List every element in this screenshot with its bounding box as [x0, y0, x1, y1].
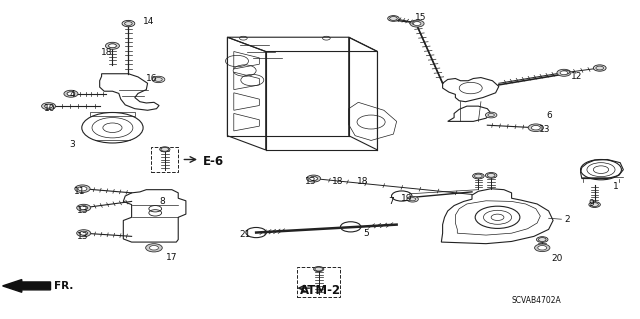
Circle shape — [160, 147, 170, 152]
Text: 2: 2 — [564, 215, 570, 224]
Text: 4: 4 — [70, 90, 76, 99]
Text: 7: 7 — [388, 197, 394, 206]
Circle shape — [43, 103, 54, 109]
Circle shape — [106, 42, 120, 49]
Text: 3: 3 — [70, 140, 76, 149]
Circle shape — [78, 205, 90, 211]
Circle shape — [78, 187, 87, 191]
Text: 13: 13 — [539, 124, 550, 134]
Circle shape — [80, 231, 88, 235]
Text: 11: 11 — [74, 187, 86, 197]
Circle shape — [589, 202, 600, 207]
Text: 17: 17 — [166, 253, 177, 262]
Circle shape — [64, 90, 78, 97]
Text: 18: 18 — [357, 177, 369, 186]
Circle shape — [152, 76, 165, 83]
Text: 19: 19 — [401, 194, 412, 203]
Circle shape — [65, 91, 77, 97]
Text: 10: 10 — [44, 104, 56, 113]
Bar — [297, 267, 340, 297]
Circle shape — [314, 267, 324, 271]
Text: 18: 18 — [101, 48, 113, 57]
Text: 12: 12 — [571, 72, 582, 81]
Circle shape — [528, 124, 543, 131]
Circle shape — [146, 244, 163, 252]
Text: 13: 13 — [305, 177, 317, 186]
Circle shape — [410, 20, 424, 27]
Circle shape — [109, 44, 116, 48]
Text: ATM-2: ATM-2 — [300, 284, 340, 297]
Text: SCVAB4702A: SCVAB4702A — [511, 296, 561, 305]
Text: 5: 5 — [363, 229, 369, 238]
Text: 13: 13 — [77, 206, 89, 215]
Text: 1: 1 — [612, 182, 618, 191]
Circle shape — [150, 246, 159, 250]
Circle shape — [307, 175, 321, 182]
Circle shape — [107, 43, 118, 49]
Circle shape — [77, 230, 91, 237]
Circle shape — [407, 196, 419, 202]
Circle shape — [538, 246, 547, 250]
Circle shape — [472, 173, 484, 179]
Circle shape — [388, 16, 399, 21]
Circle shape — [485, 173, 497, 178]
Circle shape — [122, 20, 135, 27]
Circle shape — [560, 71, 568, 75]
Circle shape — [531, 125, 540, 130]
Circle shape — [593, 65, 606, 71]
Text: FR.: FR. — [54, 281, 73, 291]
Circle shape — [80, 206, 88, 210]
Text: 13: 13 — [77, 232, 89, 241]
Circle shape — [413, 22, 421, 26]
Circle shape — [75, 185, 90, 193]
Circle shape — [67, 92, 75, 96]
Circle shape — [78, 230, 90, 236]
Bar — [152, 147, 178, 172]
Circle shape — [45, 104, 52, 108]
Circle shape — [77, 204, 91, 211]
FancyArrow shape — [3, 279, 51, 292]
Text: 14: 14 — [143, 17, 154, 26]
Text: 16: 16 — [147, 74, 158, 83]
Circle shape — [530, 125, 541, 130]
Text: 15: 15 — [415, 13, 426, 22]
Text: 8: 8 — [159, 197, 165, 206]
Circle shape — [534, 244, 550, 252]
Circle shape — [485, 112, 497, 118]
Text: 20: 20 — [551, 254, 563, 263]
Text: 21: 21 — [239, 230, 251, 239]
Circle shape — [308, 176, 319, 182]
Circle shape — [42, 103, 56, 110]
Text: 6: 6 — [546, 111, 552, 120]
Text: E-6: E-6 — [203, 155, 224, 167]
Circle shape — [557, 69, 571, 76]
Text: 9: 9 — [588, 199, 594, 208]
Text: 18: 18 — [332, 177, 343, 186]
Circle shape — [76, 186, 89, 192]
Circle shape — [536, 237, 548, 242]
Circle shape — [310, 177, 317, 181]
